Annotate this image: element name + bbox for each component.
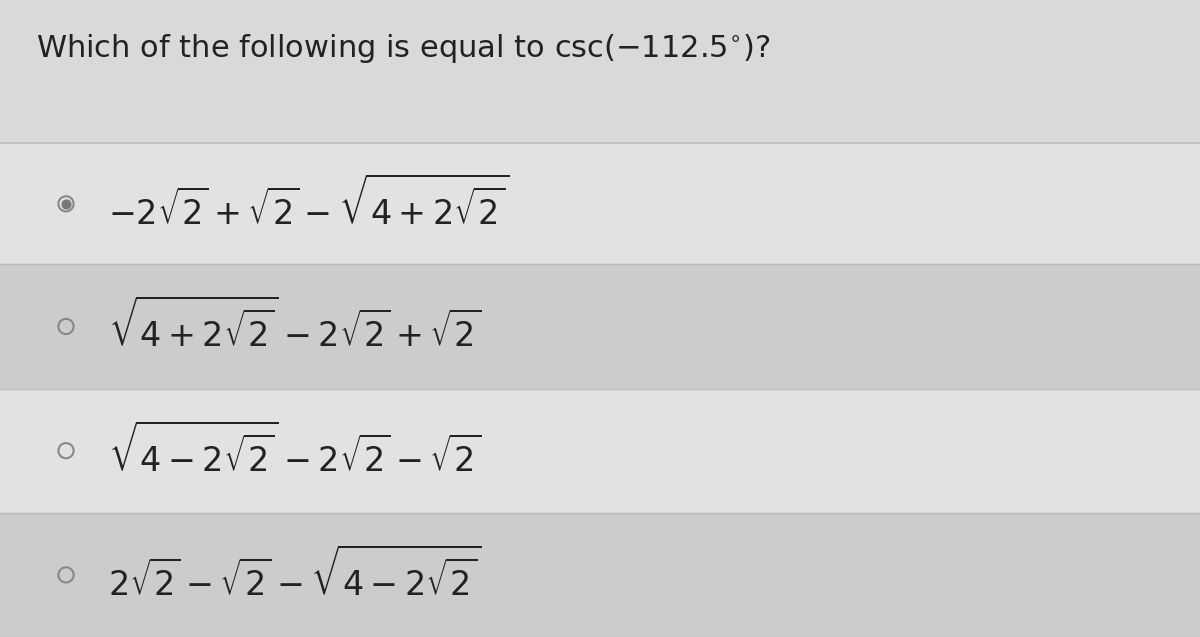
Point <box>56 321 76 331</box>
Point <box>56 446 76 456</box>
Text: $-2\sqrt{2}+\sqrt{2}-\sqrt{4+2\sqrt{2}}$: $-2\sqrt{2}+\sqrt{2}-\sqrt{4+2\sqrt{2}}$ <box>108 176 509 231</box>
Point <box>56 569 76 580</box>
Text: $\sqrt{4+2\sqrt{2}}-2\sqrt{2}+\sqrt{2}$: $\sqrt{4+2\sqrt{2}}-2\sqrt{2}+\sqrt{2}$ <box>108 299 481 354</box>
Bar <box>0 264 1200 389</box>
Bar <box>0 513 1200 637</box>
Bar <box>0 143 1200 264</box>
Text: Which of the following is equal to $\mathrm{csc}(-112.5^{\circ})$?: Which of the following is equal to $\mat… <box>36 32 770 65</box>
Text: $\sqrt{4-2\sqrt{2}}-2\sqrt{2}-\sqrt{2}$: $\sqrt{4-2\sqrt{2}}-2\sqrt{2}-\sqrt{2}$ <box>108 423 481 478</box>
Point <box>56 199 76 209</box>
Bar <box>0 389 1200 513</box>
Text: $2\sqrt{2}-\sqrt{2}-\sqrt{4-2\sqrt{2}}$: $2\sqrt{2}-\sqrt{2}-\sqrt{4-2\sqrt{2}}$ <box>108 547 481 603</box>
Point <box>56 199 76 209</box>
